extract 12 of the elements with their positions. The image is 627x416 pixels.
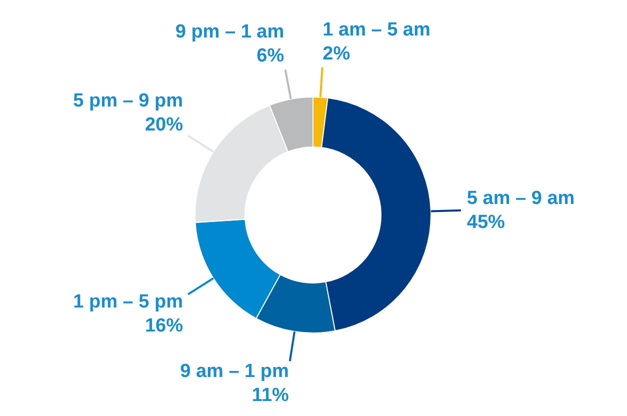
data-label: 45% bbox=[466, 212, 506, 234]
data-label: 2% bbox=[322, 43, 350, 64]
data-label: 11% bbox=[252, 385, 290, 406]
slice-label: 9 am – 1 pm bbox=[180, 361, 289, 382]
slice-label: 5 am – 9 am bbox=[466, 188, 575, 210]
slice-label: 5 pm – 9 pm bbox=[73, 90, 183, 112]
data-label: 6% bbox=[256, 46, 284, 67]
slice-label: 9 pm – 1 am bbox=[175, 22, 284, 43]
data-label: 20% bbox=[144, 114, 184, 136]
slice-label: 1 pm – 5 pm bbox=[73, 292, 183, 313]
data-label: 16% bbox=[144, 316, 184, 337]
slice-label: 1 am – 5 am bbox=[322, 19, 430, 40]
